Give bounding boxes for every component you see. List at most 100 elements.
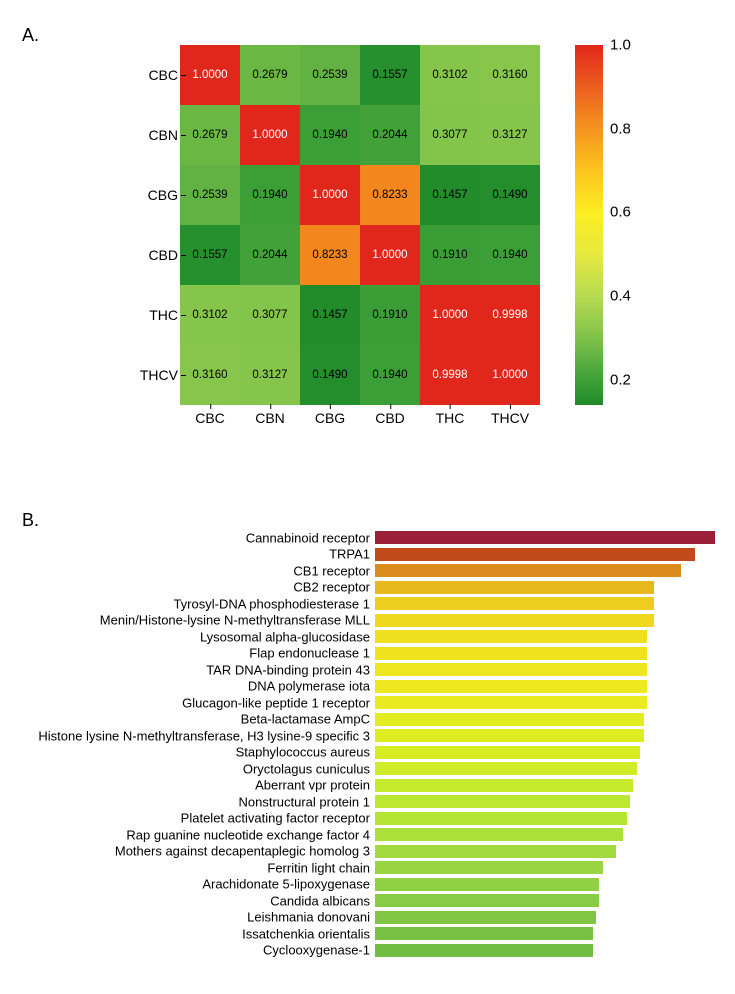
heatmap-col-label: CBC [195,410,225,426]
bar-label: TRPA1 [18,547,370,562]
bar-row: Histone lysine N-methyltransferase, H3 l… [20,728,715,743]
bar-label: CB1 receptor [18,563,370,578]
bar-row: Tyrosyl-DNA phosphodiesterase 1 [20,596,715,611]
bar-label: Glucagon-like peptide 1 receptor [18,695,370,710]
bar-label: Arachidonate 5-lipoxygenase [18,877,370,892]
bar-row: Aberrant vpr protein [20,778,715,793]
heatmap-cell: 0.3102 [420,45,480,105]
heatmap-cell: 0.9998 [420,345,480,405]
heatmap-row-label: THCV [130,345,180,405]
heatmap-cell: 0.3127 [240,345,300,405]
bar-row: Staphylococcus aureus [20,745,715,760]
bar-rect [375,795,630,808]
bar-rect [375,647,647,660]
heatmap-cell: 1.0000 [300,165,360,225]
heatmap-cell: 0.3077 [240,285,300,345]
bar-label: Tyrosyl-DNA phosphodiesterase 1 [18,596,370,611]
bar-rect [375,878,599,891]
bar-rect [375,861,603,874]
heatmap-col-label: THCV [491,410,529,426]
heatmap-cell: 0.1457 [420,165,480,225]
bar-row: CB1 receptor [20,563,715,578]
heatmap-cell: 0.1940 [300,105,360,165]
bar-rect [375,828,623,841]
barchart-b: Cannabinoid receptor TRPA1CB1 receptor CB2… [20,530,715,980]
bar-row: Leishmania donovani [20,910,715,925]
colorbar-tick: 0.6 [610,204,631,221]
heatmap-cell: 0.1940 [240,165,300,225]
bar-row: Cyclooxygenase-1 [20,943,715,958]
bar-rect [375,746,640,759]
heatmap-row-label: CBD [130,225,180,285]
colorbar-tick: 0.4 [610,288,631,305]
bar-rect [375,812,627,825]
bar-label: Beta-lactamase AmpC [18,712,370,727]
bar-label: Nonstructural protein 1 [18,794,370,809]
bar-rect [375,729,644,742]
bar-label: Leishmania donovani [18,910,370,925]
bar-rect [375,630,647,643]
heatmap-row-label: CBC [130,45,180,105]
heatmap-cell: 0.1557 [360,45,420,105]
bar-row: Menin/Histone-lysine N-methyltransferase… [20,613,715,628]
bar-rect [375,680,647,693]
heatmap-cell: 0.1940 [360,345,420,405]
bar-label: CB2 receptor [18,580,370,595]
bar-row: Beta-lactamase AmpC [20,712,715,727]
bar-row: CB2 receptor [20,580,715,595]
bar-rect [375,597,654,610]
bar-rect [375,713,644,726]
page-root: A. 1.00000.26790.25390.15570.31020.31600… [0,0,735,994]
bar-rect [375,779,633,792]
heatmap-cell: 1.0000 [240,105,300,165]
heatmap-col-label: THC [436,410,465,426]
bar-label: Histone lysine N-methyltransferase, H3 l… [18,728,370,743]
bar-label: Rap guanine nucleotide exchange factor 4 [18,827,370,842]
heatmap-cell: 0.2044 [240,225,300,285]
bar-label: TAR DNA-binding protein 43 [18,662,370,677]
bar-label: Flap endonuclease 1 [18,646,370,661]
bar-label: Lysosomal alpha-glucosidase [18,629,370,644]
bar-row: Oryctolagus cuniculus [20,761,715,776]
heatmap-col-label: CBN [255,410,285,426]
bar-label: Platelet activating factor receptor [18,811,370,826]
bar-row: Candida albicans [20,893,715,908]
bar-row: Nonstructural protein 1 [20,794,715,809]
heatmap-cell: 0.3127 [480,105,540,165]
bar-rect [375,894,599,907]
bar-label: Issatchenkia orientalis [18,926,370,941]
heatmap-cell: 0.8233 [360,165,420,225]
colorbar-tick: 1.0 [610,37,631,54]
bar-row: Glucagon-like peptide 1 receptor [20,695,715,710]
heatmap-row-label: CBN [130,105,180,165]
bar-row: Cannabinoid receptor [20,530,715,545]
heatmap-cell: 0.1490 [300,345,360,405]
panel-b-label: B. [22,510,39,531]
bar-rect [375,548,695,561]
heatmap-cell: 0.3077 [420,105,480,165]
bar-row: Lysosomal alpha-glucosidase [20,629,715,644]
heatmap-cell: 0.2679 [240,45,300,105]
bar-rect [375,564,681,577]
bar-rect [375,845,616,858]
bar-rect [375,927,593,940]
heatmap-a: 1.00000.26790.25390.15570.31020.31600.26… [130,45,555,470]
heatmap-col-label: CBD [375,410,405,426]
colorbar-tick: 0.2 [610,371,631,388]
bar-label: Cyclooxygenase-1 [18,943,370,958]
heatmap-cell: 0.1490 [480,165,540,225]
heatmap-row-label: THC [130,285,180,345]
bar-row: Rap guanine nucleotide exchange factor 4 [20,827,715,842]
heatmap-cell: 0.3160 [180,345,240,405]
bar-label: DNA polymerase iota [18,679,370,694]
bar-rect [375,663,647,676]
bar-label: Mothers against decapentaplegic homolog … [18,844,370,859]
heatmap-cell: 0.1910 [420,225,480,285]
bar-rect [375,581,654,594]
bar-rect [375,614,654,627]
bar-row: Platelet activating factor receptor [20,811,715,826]
heatmap-cell: 0.1910 [360,285,420,345]
heatmap-col-label: CBG [315,410,345,426]
heatmap-cell: 1.0000 [480,345,540,405]
heatmap-cell: 0.8233 [300,225,360,285]
